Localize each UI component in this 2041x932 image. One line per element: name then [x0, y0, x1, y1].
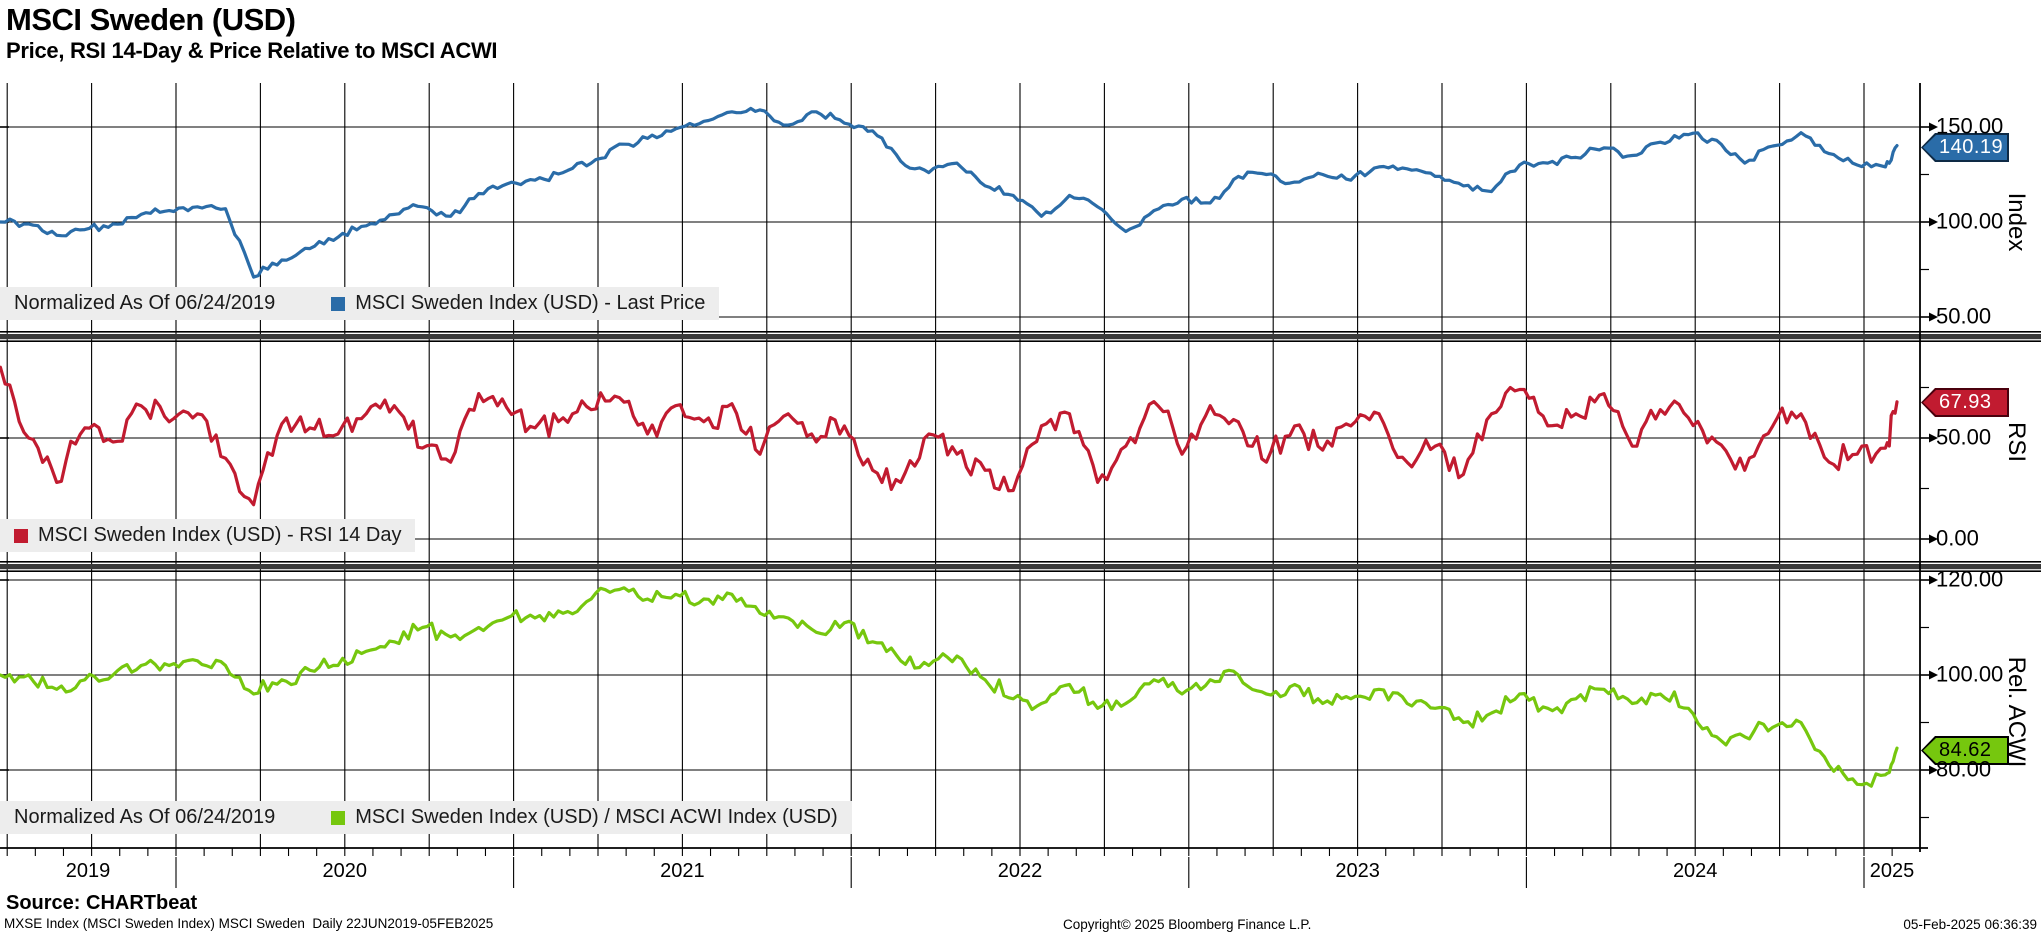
axis-title-rsi: RSI	[2003, 421, 2030, 463]
rsi-series-line	[0, 365, 1899, 507]
tick-arrow-icon	[1929, 765, 1938, 775]
tick-arrow-icon	[1929, 670, 1938, 680]
price-series-line	[0, 106, 1899, 279]
price-last-value-tag: 140.19	[1921, 133, 2009, 162]
legend-relative-label: MSCI Sweden Index (USD) / MSCI ACWI Inde…	[355, 806, 838, 828]
footer-timestamp: 05-Feb-2025 06:36:39	[1903, 917, 2037, 932]
y-tick-label: 120.00	[1936, 566, 2004, 592]
legend-price-label: MSCI Sweden Index (USD) - Last Price	[355, 292, 706, 314]
y-tick-label: 0.00	[1936, 525, 1979, 551]
legend-rsi: MSCI Sweden Index (USD) - RSI 14 Day	[0, 519, 416, 552]
panel-separator-bar	[0, 334, 2041, 340]
price-series-swatch-icon	[331, 296, 346, 311]
tick-arrow-icon	[1929, 217, 1938, 227]
separator-line	[0, 570, 2041, 572]
year-label: 2023	[1335, 860, 1380, 882]
tick-arrow-icon	[1929, 433, 1938, 443]
footer-copyright: Copyright© 2025 Bloomberg Finance L.P.	[1063, 917, 1312, 932]
legend-rsi-label: MSCI Sweden Index (USD) - RSI 14 Day	[38, 524, 402, 546]
y-tick-label: 150.00	[1936, 113, 2004, 139]
panel-separator-bar	[0, 564, 2041, 570]
axis-title-index: Index	[2003, 192, 2030, 252]
rsi-last-value-tag: 67.93	[1921, 388, 2009, 417]
y-tick-label: 100.00	[1936, 661, 2004, 687]
y-tick-label: 50.00	[1936, 424, 1992, 450]
relative-series-line	[0, 586, 1899, 788]
y-tick-label: 80.00	[1936, 756, 1992, 782]
legend-normalized-note: Normalized As Of 06/24/2019	[14, 292, 276, 314]
tick-arrow-icon	[1929, 534, 1938, 544]
legend-relative: Normalized As Of 06/24/2019 MSCI Sweden …	[0, 801, 852, 834]
page-subtitle: Price, RSI 14-Day & Price Relative to MS…	[6, 38, 498, 63]
legend-normalized-note-2: Normalized As Of 06/24/2019	[14, 806, 276, 828]
y-tick-label: 100.00	[1936, 208, 2004, 234]
legend-price: Normalized As Of 06/24/2019 MSCI Sweden …	[0, 287, 720, 320]
tick-arrow-icon	[1929, 575, 1938, 585]
rsi-series-swatch-icon	[14, 528, 28, 543]
year-label: 2024	[1672, 860, 1718, 882]
tick-arrow-icon	[1929, 122, 1938, 132]
y-tick-label: 50.00	[1936, 303, 1992, 329]
relative-series-swatch-icon	[331, 810, 346, 825]
separator-line	[0, 331, 2041, 333]
footer-ticker-meta: MXSE Index (MSCI Sweden Index) MSCI Swed…	[4, 916, 494, 931]
separator-line	[0, 340, 2041, 342]
footer-source: Source: CHARTbeat	[6, 892, 198, 914]
year-label: 2021	[660, 860, 705, 882]
year-label: 2019	[65, 860, 111, 882]
separator-line	[0, 561, 2041, 563]
page-title: MSCI Sweden (USD)	[6, 2, 296, 37]
year-label: 2020	[322, 860, 368, 882]
year-label: 2022	[997, 860, 1043, 882]
relative-last-value-tag: 84.62	[1921, 736, 2009, 765]
tick-arrow-icon	[1929, 312, 1938, 322]
year-label: 2025	[1869, 860, 1915, 882]
